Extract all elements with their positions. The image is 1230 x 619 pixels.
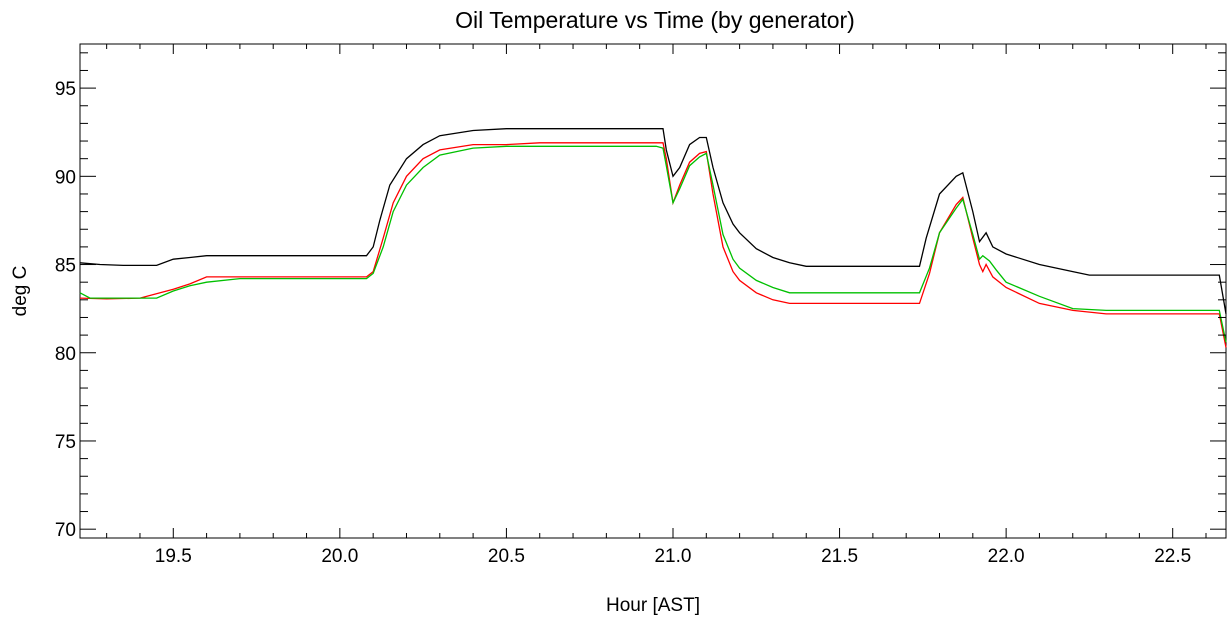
series-line-3: [79, 145, 1227, 343]
x-tick-label: 19.5: [155, 546, 192, 567]
y-tick-label: 90: [55, 167, 76, 188]
x-tick-label: 20.0: [321, 546, 358, 567]
x-axis-label: Hour [AST]: [606, 595, 700, 616]
axes-layer: 19.5 20.0 20.5 21.0 21.5 22.0 22.5 70 75 80 85 90 95: [55, 44, 1226, 567]
x-tick-label: 21.0: [654, 546, 691, 567]
y-tick-label: 95: [55, 79, 76, 100]
y-tick-label: 75: [55, 432, 76, 453]
y-tick-label: 80: [55, 344, 76, 365]
y-axis-label: deg C: [10, 266, 31, 317]
y-tick-label: 85: [55, 256, 76, 277]
x-tick-label: 22.0: [988, 546, 1025, 567]
x-tick-label: 21.5: [821, 546, 858, 567]
series-line-1: [79, 128, 1227, 315]
x-tick-label: 22.5: [1154, 546, 1191, 567]
y-tick-label: 70: [55, 520, 76, 541]
plot-frame: [79, 43, 1227, 539]
series-line-2: [79, 142, 1227, 348]
x-tick-label: 20.5: [488, 546, 525, 567]
chart-title: Oil Temperature vs Time (by generator): [455, 7, 855, 33]
series-layer: [79, 128, 1227, 348]
